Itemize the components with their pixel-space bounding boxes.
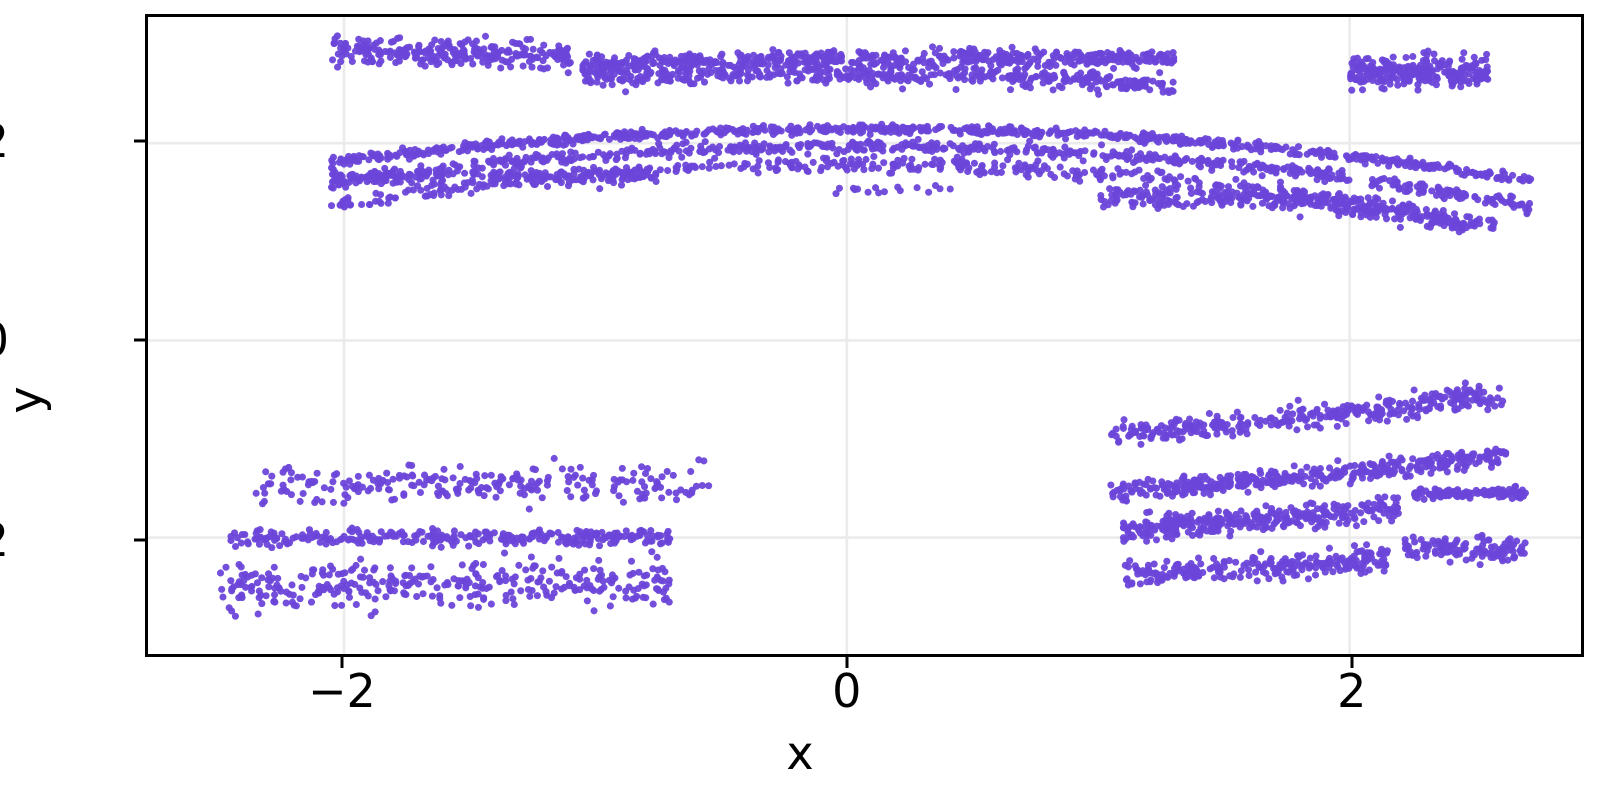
y-tick-mark xyxy=(134,538,145,542)
x-tick-label: 0 xyxy=(832,664,862,718)
x-tick-label: −2 xyxy=(308,664,376,718)
y-axis-label: y xyxy=(0,386,53,414)
x-tick-mark xyxy=(1350,657,1354,668)
y-tick-label: −2 xyxy=(0,517,9,563)
y-tick-mark xyxy=(134,139,145,143)
x-axis-label: x xyxy=(786,726,814,780)
x-tick-label: 2 xyxy=(1337,664,1367,718)
y-tick-label: 2 xyxy=(0,118,9,164)
x-tick-mark xyxy=(845,657,849,668)
y-tick-mark xyxy=(134,338,145,342)
scatter-points-layer xyxy=(216,32,1535,620)
plot-panel xyxy=(145,14,1584,657)
x-tick-mark xyxy=(340,657,344,668)
y-tick-label: 0 xyxy=(0,317,9,363)
